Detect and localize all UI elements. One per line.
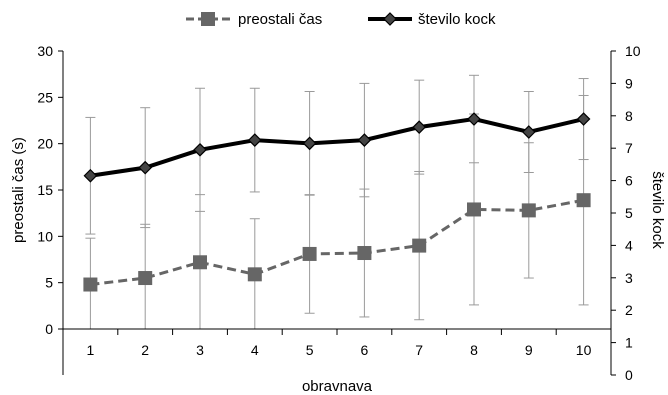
x-axis-label: obravnava bbox=[302, 378, 373, 395]
y-right-tick-label: 5 bbox=[625, 205, 633, 221]
y-right-tick-label: 1 bbox=[625, 335, 633, 351]
legend-label: preostali čas bbox=[238, 11, 322, 28]
data-point bbox=[357, 133, 372, 147]
x-tick-label: 8 bbox=[470, 342, 478, 358]
error-bars bbox=[85, 74, 589, 330]
y-left-tick-label: 15 bbox=[37, 182, 53, 198]
x-tick-label: 4 bbox=[251, 342, 259, 358]
y-right-tick-label: 9 bbox=[625, 75, 633, 91]
y-axis-right-label: število kock bbox=[649, 171, 666, 249]
y-left-tick-label: 0 bbox=[45, 321, 53, 337]
data-point bbox=[138, 160, 153, 175]
data-point bbox=[521, 125, 536, 139]
data-point bbox=[138, 271, 153, 286]
x-tick-label: 10 bbox=[576, 342, 592, 358]
legend-label: število kock bbox=[418, 11, 496, 28]
data-point bbox=[357, 246, 372, 261]
data-point bbox=[193, 142, 207, 157]
y-axis-left-label: preostali čas (s) bbox=[10, 137, 27, 243]
x-tick-label: 5 bbox=[306, 342, 314, 358]
data-point bbox=[576, 112, 591, 126]
legend-marker bbox=[383, 12, 397, 26]
y-right-tick-label: 6 bbox=[625, 173, 633, 189]
data-point bbox=[576, 193, 591, 208]
y-left-tick-label: 5 bbox=[45, 275, 53, 291]
axes: 0 5 10 15 20 25 30 0 1 2 3 4 5 6 7 8 9 10 1 2 3 4 5 6 7 8 9 10 bbox=[37, 43, 640, 383]
y-left-tick-label: 20 bbox=[37, 136, 53, 152]
y-left-tick-label: 30 bbox=[37, 43, 53, 59]
y-left-tick-label: 10 bbox=[37, 228, 53, 244]
y-right-tick-label: 3 bbox=[625, 270, 633, 286]
x-tick-label: 9 bbox=[525, 342, 533, 358]
x-tick-label: 2 bbox=[141, 342, 149, 358]
x-tick-label: 6 bbox=[361, 342, 369, 358]
y-right-tick-label: 0 bbox=[625, 367, 633, 383]
legend: preostali čas število kock bbox=[186, 11, 496, 28]
data-point bbox=[247, 133, 262, 147]
series-line-1 bbox=[90, 117, 585, 178]
data-point bbox=[83, 277, 98, 292]
data-point bbox=[247, 267, 262, 282]
data-point bbox=[302, 136, 317, 151]
x-tick-label: 1 bbox=[87, 342, 95, 358]
data-point bbox=[467, 112, 481, 126]
data-point bbox=[302, 246, 317, 261]
y-right-tick-label: 8 bbox=[625, 108, 633, 124]
data-point bbox=[193, 255, 207, 270]
data-point bbox=[412, 238, 427, 253]
y-right-tick-label: 2 bbox=[625, 302, 633, 318]
data-point bbox=[521, 203, 536, 218]
data-point bbox=[467, 202, 481, 217]
legend-marker bbox=[201, 12, 215, 26]
data-point bbox=[412, 120, 427, 134]
series-layer bbox=[83, 112, 591, 292]
x-tick-label: 3 bbox=[196, 342, 204, 358]
series-line-0 bbox=[90, 198, 584, 287]
y-right-tick-label: 7 bbox=[625, 140, 633, 156]
y-right-tick-label: 10 bbox=[625, 43, 641, 59]
x-tick-label: 7 bbox=[415, 342, 423, 358]
y-right-tick-label: 4 bbox=[625, 237, 633, 253]
data-point bbox=[83, 168, 98, 183]
y-left-tick-label: 25 bbox=[37, 89, 53, 105]
